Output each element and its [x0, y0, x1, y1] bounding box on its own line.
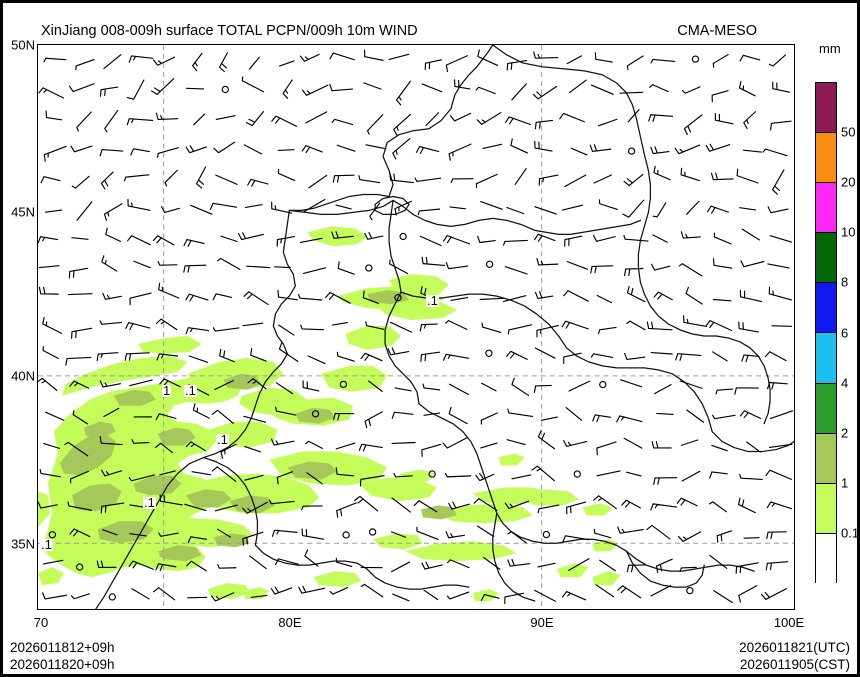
colorbar-tick-8: 8: [841, 274, 849, 290]
colorbar-band-4: [816, 333, 836, 384]
contour-label: .1: [40, 537, 53, 552]
footer-right-line2: 2026011905(CST): [739, 657, 850, 672]
page-title: XinJiang 008-009h surface TOTAL PCPN/009…: [41, 23, 418, 39]
contour-label: .1: [426, 293, 439, 308]
y-axis-tick-35n: 35N: [11, 536, 35, 552]
colorbar-band-50: [816, 83, 836, 134]
map-borders: [95, 45, 794, 609]
colorbar-band-0: [816, 533, 836, 583]
colorbar-band-20: [816, 133, 836, 184]
x-axis-tick-90e: 90E: [530, 615, 554, 630]
x-axis-tick-70: 70: [33, 615, 49, 630]
precip-shading: [38, 226, 621, 602]
contour-label: .1: [143, 495, 156, 510]
colorbar-band-0.1: [816, 483, 836, 534]
grid-lines: [38, 45, 794, 609]
colorbar-unit-label: mm: [819, 41, 841, 56]
wind-barbs: [38, 49, 794, 605]
colorbar-band-6: [816, 283, 836, 334]
colorbar-tick-50: 50: [841, 124, 856, 140]
y-axis-tick-50n: 50N: [11, 37, 35, 53]
x-axis-tick-100e: 100E: [773, 615, 805, 630]
contour-label: 1: [162, 383, 172, 398]
colorbar-band-10: [816, 183, 836, 234]
contour-label: .1: [216, 432, 229, 447]
colorbar-tick-2: 2: [841, 425, 849, 441]
colorbar-tick-4: 4: [841, 375, 849, 391]
colorbar-band-1: [816, 433, 836, 484]
colorbar-tick-20: 20: [841, 174, 856, 190]
contour-label: .1: [184, 383, 197, 398]
map-svg: [38, 45, 794, 609]
footer-left-line2: 2026011820+09h: [10, 657, 115, 672]
colorbar-band-8: [816, 233, 836, 284]
colorbar-tick-1: 1: [841, 475, 849, 491]
footer-left-line1: 2026011812+09h: [10, 640, 115, 655]
x-axis-tick-80e: 80E: [278, 615, 302, 630]
map-plot-area: .1 .1 .1 1 .1 .1: [37, 44, 795, 610]
y-axis-tick-40n: 40N: [11, 368, 35, 384]
colorbar-tick-10: 10: [841, 224, 856, 240]
colorbar-tick-6: 6: [841, 325, 849, 340]
footer-right-line1: 2026011821(UTC): [739, 640, 850, 655]
footer-left: 2026011812+09h 2026011820+09h: [10, 639, 115, 673]
colorbar[interactable]: [815, 82, 837, 583]
model-label: CMA-MESO: [677, 23, 757, 39]
y-axis-tick-45n: 45N: [11, 204, 35, 220]
colorbar-band-2: [816, 383, 836, 434]
footer-right: 2026011821(UTC) 2026011905(CST): [739, 639, 850, 673]
colorbar-tick-0.1: 0.1: [841, 525, 860, 541]
